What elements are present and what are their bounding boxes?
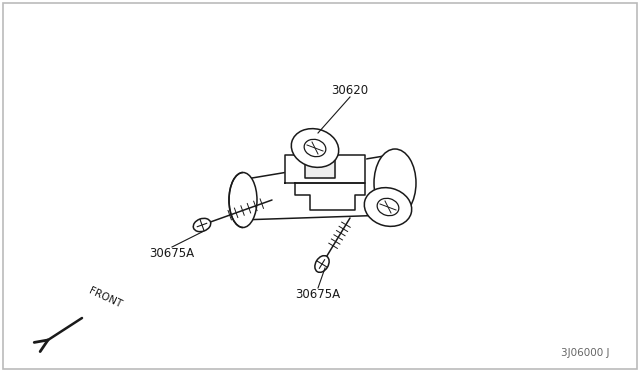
Ellipse shape bbox=[193, 218, 211, 232]
Ellipse shape bbox=[304, 139, 326, 157]
Ellipse shape bbox=[364, 187, 412, 227]
Polygon shape bbox=[240, 155, 390, 220]
Ellipse shape bbox=[315, 256, 329, 272]
Text: 30620: 30620 bbox=[332, 84, 369, 97]
Polygon shape bbox=[285, 155, 365, 183]
Text: FRONT: FRONT bbox=[87, 286, 123, 310]
Ellipse shape bbox=[374, 149, 416, 217]
Polygon shape bbox=[305, 158, 335, 178]
Text: 3J06000 J: 3J06000 J bbox=[561, 348, 610, 358]
Ellipse shape bbox=[377, 198, 399, 216]
Polygon shape bbox=[295, 183, 365, 210]
Ellipse shape bbox=[229, 173, 257, 228]
Ellipse shape bbox=[291, 129, 339, 167]
Text: 30675A: 30675A bbox=[149, 247, 195, 260]
Text: 30675A: 30675A bbox=[296, 288, 340, 301]
